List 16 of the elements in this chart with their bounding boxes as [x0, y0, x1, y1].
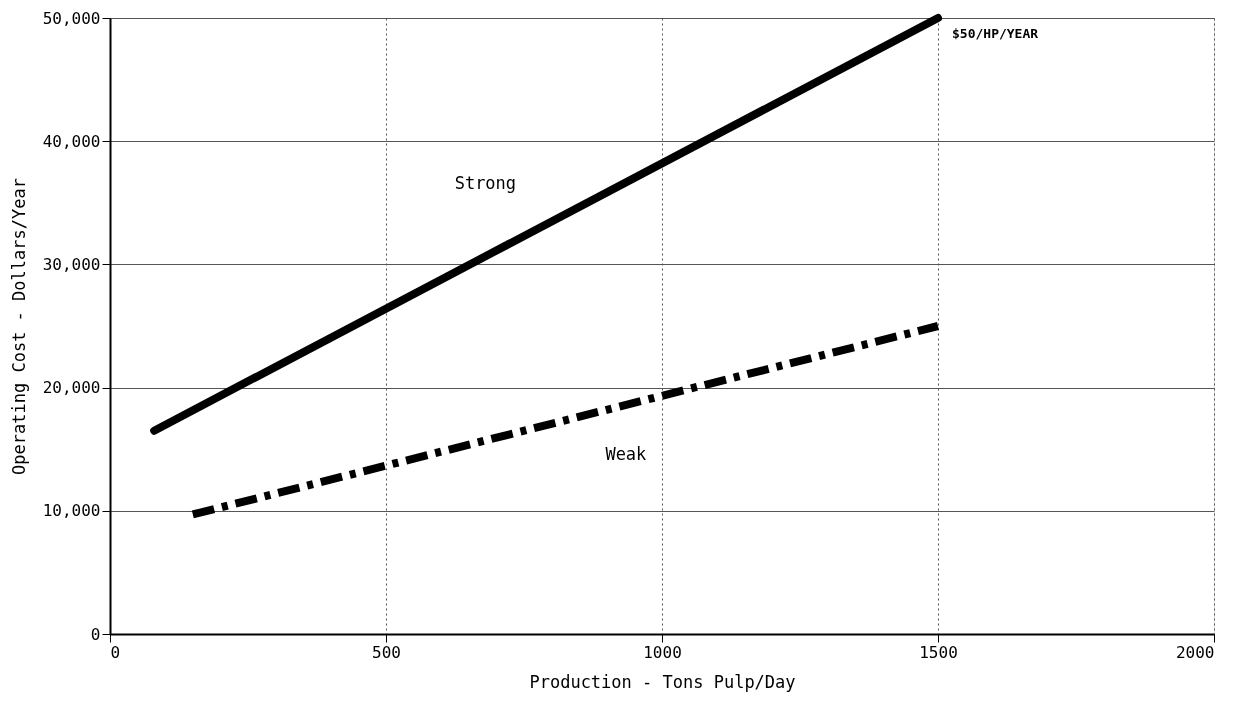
- series-label: Weak: [605, 444, 647, 465]
- y-tick-label: 0: [90, 624, 101, 644]
- y-tick-label: 10,000: [42, 501, 101, 521]
- y-tick-label: 20,000: [42, 378, 101, 398]
- text: Strong: [454, 173, 517, 194]
- y-tick-label: 40,000: [42, 131, 101, 151]
- y-axis-title: Operating Cost - Dollars/Year: [8, 178, 29, 475]
- x-axis-title: Production - Tons Pulp/Day: [529, 671, 796, 692]
- y-tick-label: 30,000: [42, 254, 101, 274]
- x-tick-label: 0: [110, 642, 121, 662]
- x-tick-label: 1500: [919, 642, 958, 662]
- x-tick-label: 1000: [643, 642, 682, 662]
- y-tick-label: 50,000: [42, 8, 101, 28]
- x-tick-label: 2000: [1175, 642, 1215, 662]
- x-tick-label: 500: [372, 642, 401, 662]
- annotation: $50/HP/YEAR: [952, 26, 1039, 41]
